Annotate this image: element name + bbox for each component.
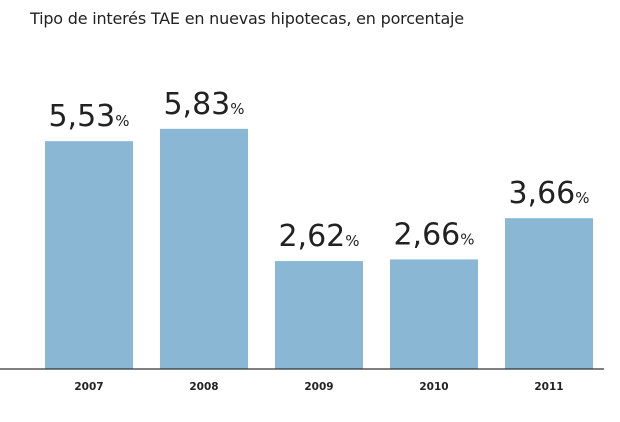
data-label-2009: 2,62% <box>278 219 359 254</box>
data-label-2008: 5,83% <box>163 87 244 122</box>
bar-2009 <box>275 261 363 369</box>
data-label-2007: 5,53% <box>48 99 129 134</box>
data-label-2011: 3,66% <box>508 176 589 211</box>
bar-2007 <box>45 141 133 369</box>
x-tick-label-2011: 2011 <box>534 381 563 393</box>
bar-2011 <box>505 218 593 369</box>
data-label-2010: 2,66% <box>393 217 474 252</box>
bar-2008 <box>160 128 248 369</box>
bar-2010 <box>390 259 478 369</box>
x-tick-label-2008: 2008 <box>189 381 218 393</box>
x-tick-label-2009: 2009 <box>304 381 333 393</box>
x-tick-label-2007: 2007 <box>74 381 103 393</box>
chart-title: Tipo de interés TAE en nuevas hipotecas,… <box>30 9 464 28</box>
x-tick-label-2010: 2010 <box>419 381 448 393</box>
